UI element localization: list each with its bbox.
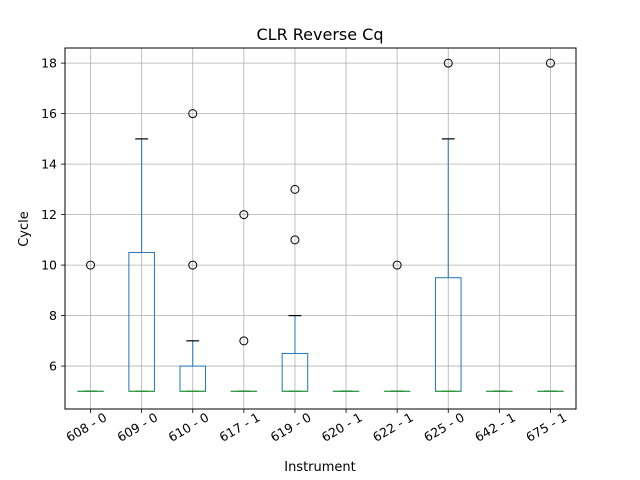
outlier-point [239, 210, 249, 220]
y-tick-label: 16 [41, 106, 57, 121]
x-tick-label: 617 - 1 [217, 410, 263, 445]
x-tick-label: 622 - 1 [370, 410, 416, 445]
outlier-point [188, 109, 198, 119]
box-625-0 [434, 58, 462, 392]
grid-lines [65, 48, 576, 409]
y-tick-label: 6 [49, 359, 57, 374]
outlier-point [239, 336, 249, 346]
box-622-1 [383, 260, 411, 392]
outlier-point [290, 184, 300, 194]
y-tick-label: 12 [41, 207, 57, 222]
box-series [77, 58, 564, 392]
plot-area-frame [64, 47, 577, 410]
outlier-point [545, 58, 555, 68]
y-axis-label: Cycle [17, 211, 32, 247]
box-609-0 [128, 138, 155, 392]
y-tick-label: 14 [41, 157, 57, 172]
x-tick-label: 609 - 0 [114, 410, 160, 445]
outlier-point [188, 260, 198, 270]
box-675-1 [537, 58, 564, 392]
x-tick-label: 610 - 0 [166, 410, 212, 445]
box-610-0 [179, 109, 207, 392]
x-tick-label: 619 - 0 [268, 410, 314, 445]
y-tick-label: 18 [41, 56, 57, 71]
outlier-point [86, 260, 96, 270]
outlier-point [392, 260, 402, 270]
outlier-point [443, 58, 453, 68]
x-tick-label: 625 - 0 [421, 410, 467, 445]
box-619-0 [281, 184, 309, 392]
outlier-point [290, 235, 300, 245]
x-tick-label: 675 - 1 [523, 410, 569, 445]
chart-title: CLR Reverse Cq [256, 25, 383, 44]
box-608-0 [77, 260, 104, 392]
x-tick-label: 620 - 1 [319, 410, 365, 445]
y-tick-label: 8 [49, 308, 57, 323]
x-tick-label: 608 - 0 [63, 410, 109, 445]
x-tick-label: 642 - 1 [472, 410, 518, 445]
box-617-1 [230, 210, 258, 392]
y-tick-label: 10 [41, 258, 57, 273]
x-axis-label: Instrument [284, 460, 356, 475]
